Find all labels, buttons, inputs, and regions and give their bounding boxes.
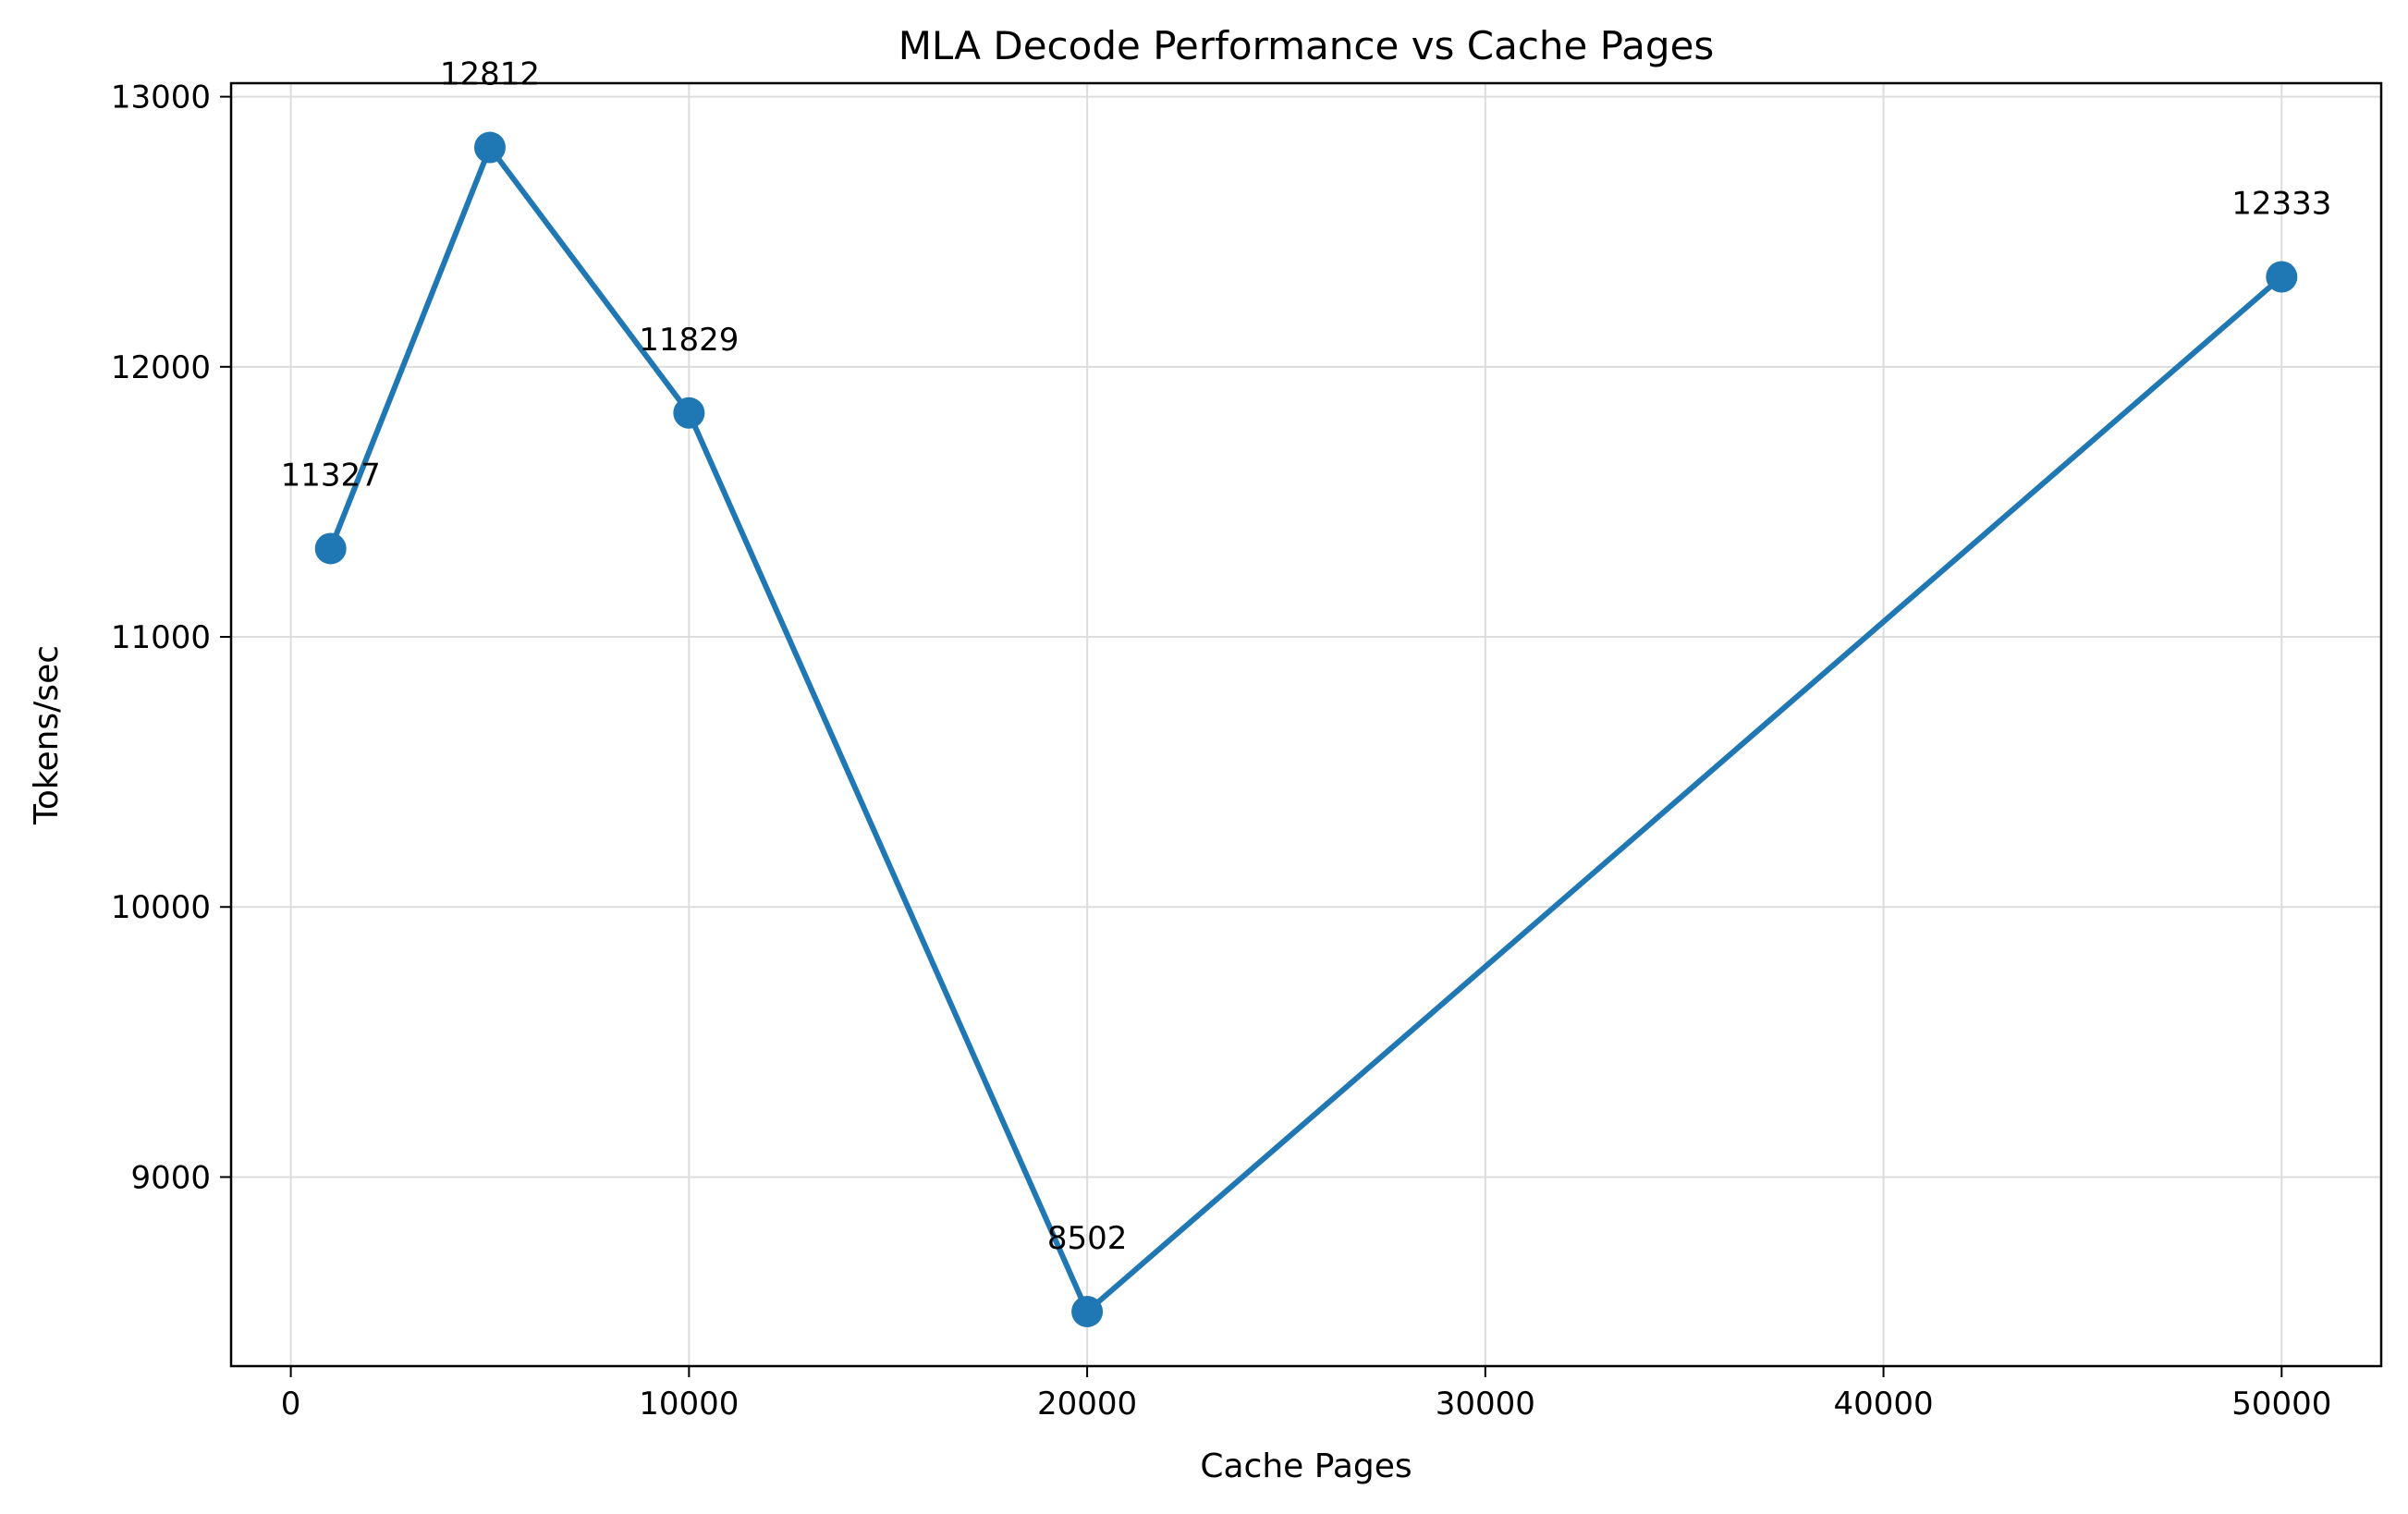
x-tick-label: 30000 bbox=[1436, 1386, 1535, 1422]
y-tick-label: 11000 bbox=[111, 619, 211, 656]
data-point bbox=[473, 131, 506, 164]
data-point bbox=[2266, 261, 2298, 293]
data-label: 11829 bbox=[639, 322, 739, 359]
x-tick-label: 40000 bbox=[1833, 1386, 1933, 1422]
data-point bbox=[1071, 1295, 1104, 1327]
x-axis-title: Cache Pages bbox=[1200, 1447, 1412, 1485]
data-label: 12812 bbox=[440, 56, 540, 93]
y-tick-label: 13000 bbox=[111, 79, 211, 116]
data-label: 12333 bbox=[2231, 186, 2331, 223]
x-tick-label: 10000 bbox=[639, 1386, 739, 1422]
data-label: 8502 bbox=[1047, 1220, 1128, 1257]
data-point bbox=[314, 532, 347, 565]
series-layer: 11327 12812 11829 8502 12333 bbox=[281, 56, 2331, 1327]
chart-title: MLA Decode Performance vs Cache Pages bbox=[898, 23, 1715, 68]
plot-frame bbox=[229, 81, 2383, 1368]
data-label: 11327 bbox=[281, 457, 381, 494]
x-tick-label: 0 bbox=[281, 1386, 301, 1422]
y-tick-label: 9000 bbox=[130, 1159, 211, 1196]
x-tick-label: 20000 bbox=[1037, 1386, 1137, 1422]
grid bbox=[231, 83, 2381, 1366]
axis-ticks: 0 10000 20000 30000 40000 50000 9000 10000 11000… bbox=[111, 79, 2332, 1422]
y-axis-title: Tokens/sec bbox=[28, 645, 66, 825]
y-tick-label: 12000 bbox=[111, 349, 211, 386]
x-tick-label: 50000 bbox=[2231, 1386, 2331, 1422]
y-tick-label: 10000 bbox=[111, 889, 211, 926]
data-point bbox=[673, 397, 705, 429]
